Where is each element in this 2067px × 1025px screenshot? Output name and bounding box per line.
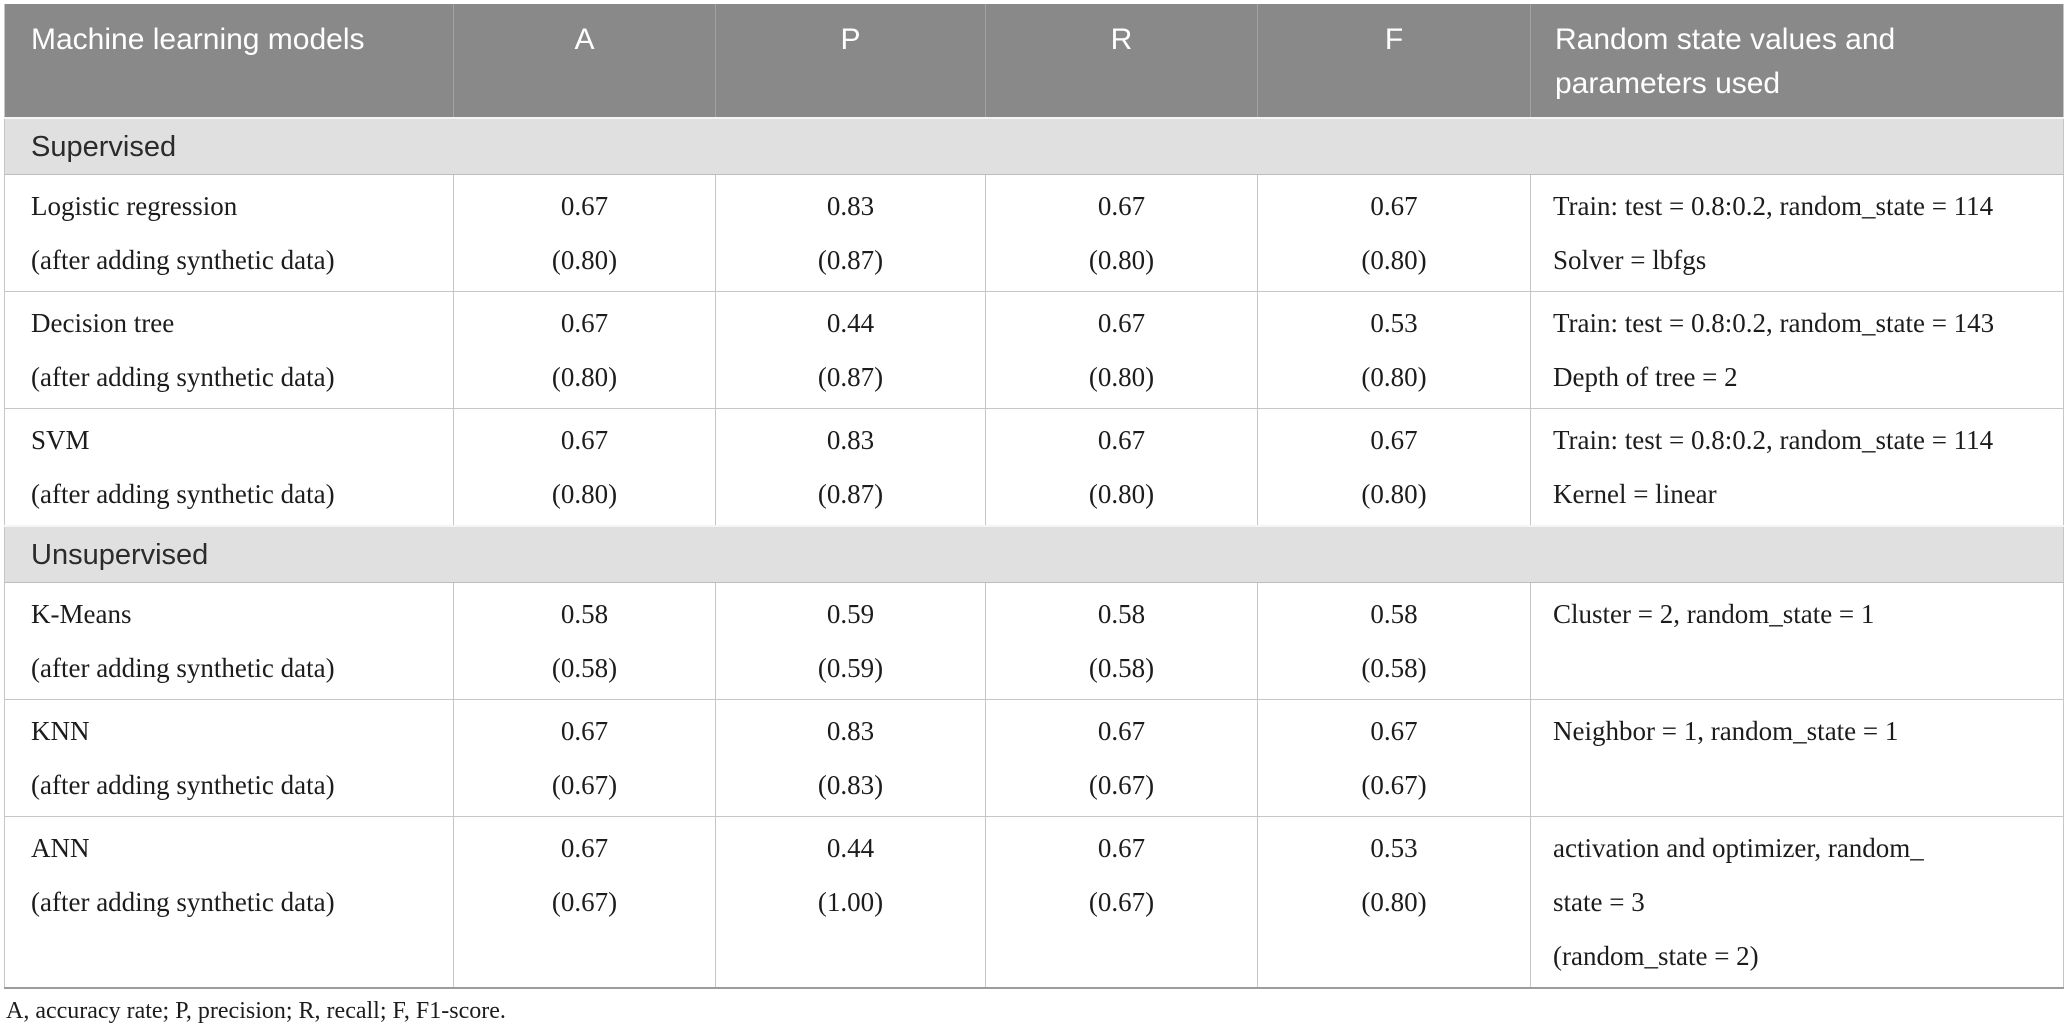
ml-results-table: Machine learning models A P R F Random s…	[4, 4, 2064, 989]
model-name: Decision tree	[31, 308, 175, 338]
f1-cell: 0.67 (0.80)	[1257, 408, 1531, 527]
model-note: (after adding synthetic data)	[31, 770, 335, 800]
table-row-svm: SVM (after adding synthetic data) 0.67 (…	[4, 408, 2064, 527]
accuracy-cell: 0.67 (0.67)	[453, 699, 716, 817]
recall-cell: 0.67 (0.80)	[985, 291, 1258, 409]
precision-cell: 0.44 (0.87)	[715, 291, 986, 409]
model-note: (after adding synthetic data)	[31, 245, 335, 275]
accuracy-cell: 0.67 (0.80)	[453, 408, 716, 527]
table-footnote: A, accuracy rate; P, precision; R, recal…	[6, 998, 506, 1024]
header-row: Machine learning models A P R F Random s…	[4, 4, 2064, 118]
f1-cell: 0.58 (0.58)	[1257, 582, 1531, 700]
params-cell: activation and optimizer, random_ state …	[1530, 816, 2064, 989]
section-row-supervised: Supervised	[4, 117, 2064, 175]
model-note: (after adding synthetic data)	[31, 653, 335, 683]
f1-cell: 0.67 (0.67)	[1257, 699, 1531, 817]
f1-cell: 0.67 (0.80)	[1257, 174, 1531, 292]
params-cell: Train: test = 0.8:0.2, random_state = 11…	[1530, 408, 2064, 527]
precision-cell: 0.44 (1.00)	[715, 816, 986, 989]
precision-cell: 0.83 (0.87)	[715, 408, 986, 527]
precision-cell: 0.59 (0.59)	[715, 582, 986, 700]
params-cell: Cluster = 2, random_state = 1	[1530, 582, 2064, 700]
table-row-decision-tree: Decision tree (after adding synthetic da…	[4, 291, 2064, 409]
recall-cell: 0.67 (0.67)	[985, 816, 1258, 989]
column-header-recall: R	[985, 4, 1258, 118]
table-row-ann: ANN (after adding synthetic data) 0.67 (…	[4, 816, 2064, 989]
params-cell: Neighbor = 1, random_state = 1	[1530, 699, 2064, 817]
column-header-f1: F	[1257, 4, 1531, 118]
f1-cell: 0.53 (0.80)	[1257, 291, 1531, 409]
recall-cell: 0.67 (0.80)	[985, 174, 1258, 292]
params-cell: Train: test = 0.8:0.2, random_state = 11…	[1530, 174, 2064, 292]
column-header-accuracy: A	[453, 4, 716, 118]
table-row-logistic-regression: Logistic regression (after adding synthe…	[4, 174, 2064, 292]
section-row-unsupervised: Unsupervised	[4, 525, 2064, 583]
model-name: Logistic regression	[31, 191, 238, 221]
recall-cell: 0.67 (0.67)	[985, 699, 1258, 817]
model-note: (after adding synthetic data)	[31, 362, 335, 392]
column-header-models: Machine learning models	[4, 4, 454, 118]
accuracy-cell: 0.67 (0.80)	[453, 291, 716, 409]
params-cell: Train: test = 0.8:0.2, random_state = 14…	[1530, 291, 2064, 409]
section-label: Supervised	[4, 117, 2064, 175]
model-name: ANN	[31, 833, 90, 863]
column-header-precision: P	[715, 4, 986, 118]
section-label: Unsupervised	[4, 525, 2064, 583]
accuracy-cell: 0.67 (0.80)	[453, 174, 716, 292]
column-header-params: Random state values and parameters used	[1530, 4, 2064, 118]
model-name: SVM	[31, 425, 90, 455]
f1-cell: 0.53 (0.80)	[1257, 816, 1531, 989]
model-name: K-Means	[31, 599, 132, 629]
table-row-kmeans: K-Means (after adding synthetic data) 0.…	[4, 582, 2064, 700]
accuracy-cell: 0.58 (0.58)	[453, 582, 716, 700]
table-row-knn: KNN (after adding synthetic data) 0.67 (…	[4, 699, 2064, 817]
model-note: (after adding synthetic data)	[31, 887, 335, 917]
precision-cell: 0.83 (0.87)	[715, 174, 986, 292]
precision-cell: 0.83 (0.83)	[715, 699, 986, 817]
model-note: (after adding synthetic data)	[31, 479, 335, 509]
recall-cell: 0.58 (0.58)	[985, 582, 1258, 700]
recall-cell: 0.67 (0.80)	[985, 408, 1258, 527]
model-name: KNN	[31, 716, 90, 746]
accuracy-cell: 0.67 (0.67)	[453, 816, 716, 989]
